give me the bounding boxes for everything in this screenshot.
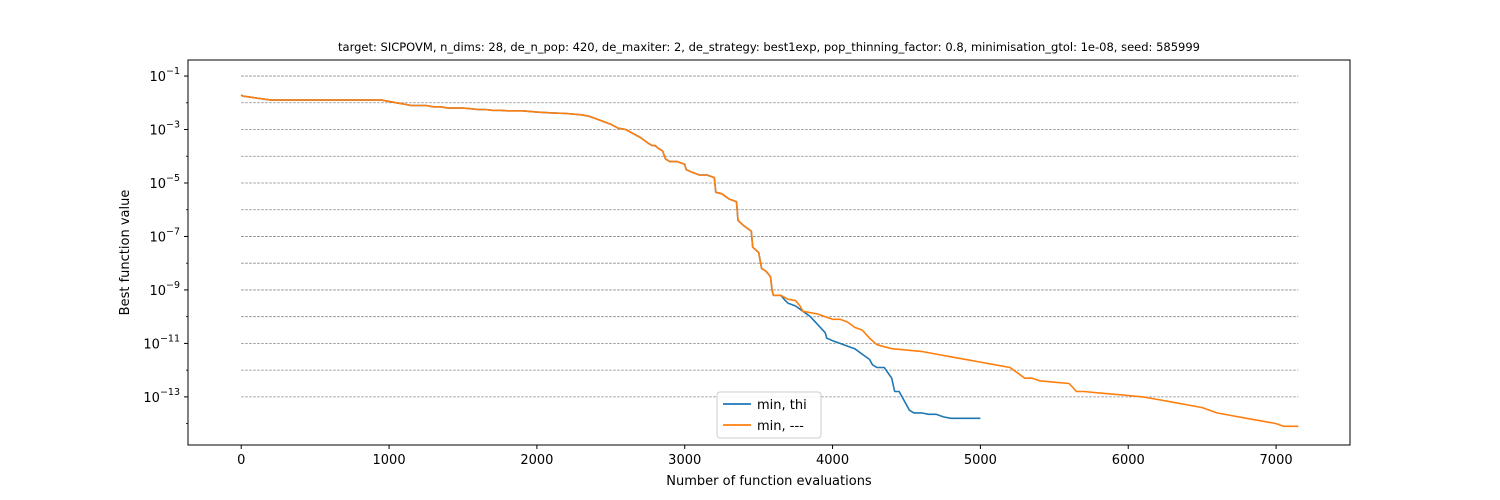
x-tick-label: 4000: [816, 453, 849, 468]
x-tick-label: 3000: [668, 453, 701, 468]
series-layer: [240, 94, 1299, 428]
x-tick-label: 1000: [373, 453, 406, 468]
legend: min, thi min, ---: [716, 391, 822, 439]
grid-layer: [241, 75, 1299, 398]
y-tick-label: 10−9: [149, 280, 180, 299]
chart-title: target: SICPOVM, n_dims: 28, de_n_pop: 4…: [338, 40, 1200, 54]
y-tick-label: 10−11: [143, 333, 180, 352]
y-tick-label: 10−1: [149, 66, 180, 85]
plot-area-frame: [187, 59, 1351, 446]
y-axis-title: Best function value: [118, 190, 133, 316]
legend-label: min, thi: [757, 398, 807, 413]
x-tick-label: 5000: [964, 453, 997, 468]
y-axis: 10−1 10−3 10−5 10−7 10−9 10−11 10−13: [143, 66, 188, 425]
y-tick-label: 10−7: [149, 226, 180, 245]
y-tick-label: 10−5: [149, 173, 180, 192]
x-axis: 0 1000 2000 3000 4000 5000 6000 7000: [237, 445, 1293, 468]
legend-label: min, ---: [757, 419, 804, 434]
series-line-2: [240, 94, 1299, 428]
x-tick-label: 2000: [520, 453, 553, 468]
y-tick-label: 10−3: [149, 120, 180, 139]
x-tick-label: 6000: [1112, 453, 1145, 468]
x-axis-title: Number of function evaluations: [666, 474, 872, 489]
x-tick-label: 0: [237, 453, 245, 468]
x-tick-label: 7000: [1260, 453, 1293, 468]
y-tick-label: 10−13: [143, 387, 180, 406]
